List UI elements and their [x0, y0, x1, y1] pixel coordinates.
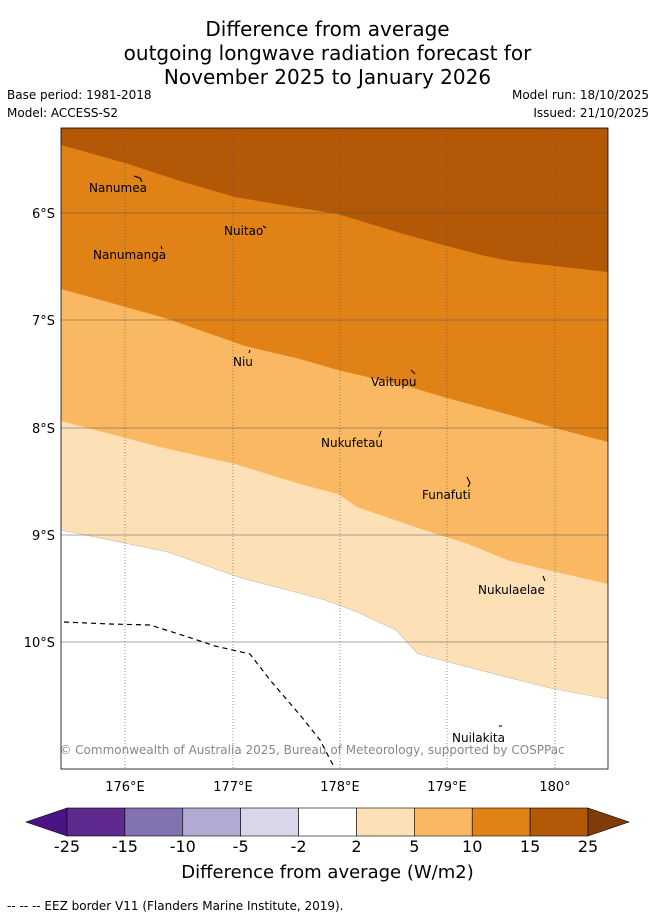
- island-mark-funafuti: [466, 476, 471, 488]
- colorbar-extend-low: [25, 807, 68, 837]
- lat-label-10s: 10°S: [24, 636, 55, 651]
- map-title-line-3: November 2025 to January 2026: [163, 65, 492, 89]
- island-label-funafuti: Funafuti: [422, 488, 471, 502]
- colorbar-bin--25-to--15: [66, 807, 126, 837]
- anomaly-contours: Nanumea Nuitao Nanumanga Niu Vaitupu Nuk…: [59, 128, 608, 769]
- copyright-text: © Commonwealth of Australia 2025, Bureau…: [59, 743, 564, 757]
- eez-legend-text: -- -- -- EEZ border V11 (Flanders Marine…: [7, 899, 344, 913]
- gridlines: [61, 128, 608, 769]
- map-frame: [60, 127, 609, 770]
- colorbar-bin-5-to-10: [414, 807, 473, 837]
- island-label-nanumea: Nanumea: [89, 181, 147, 195]
- island-label-niu: Niu: [233, 355, 253, 369]
- colorbar-extend-high: [587, 807, 630, 837]
- island-mark-nukulaelae: [542, 575, 546, 582]
- colorbar-bin--2-to-2: [298, 807, 357, 837]
- colorbar-tick-label: -15: [111, 837, 138, 856]
- island-mark-vaitupu: [410, 369, 416, 375]
- lon-label-176e: 176°E: [105, 780, 145, 795]
- island-mark-nuitao: [262, 225, 267, 229]
- island-label-nanumanga: Nanumanga: [93, 248, 166, 262]
- colorbar-tick-label: -25: [53, 837, 81, 856]
- island-mark-nanumea: [133, 175, 143, 183]
- island-mark-niu: [248, 349, 251, 354]
- colorbar-bin-15-to-25: [529, 807, 589, 837]
- island-mark-nanumanga: [160, 245, 163, 250]
- island-label-nuilakita: Nuilakita: [452, 731, 505, 745]
- colorbar-tick-label: 25: [577, 837, 599, 856]
- lon-label-180: 180°: [539, 780, 570, 795]
- colorbar-tick-label: 15: [519, 837, 541, 856]
- model-text: Model: ACCESS-S2: [7, 106, 119, 120]
- colorbar-title: Difference from average (W/m2): [181, 862, 474, 883]
- colorbar-tick-label: -10: [169, 837, 196, 856]
- colorbar-tick-label: 5: [409, 837, 420, 856]
- lat-label-9s: 9°S: [32, 529, 55, 544]
- contour-band-15-25: [61, 128, 608, 272]
- colorbar-bin--5-to--2: [240, 807, 299, 837]
- island-label-nuitao: Nuitao: [224, 224, 263, 238]
- issued-text: Issued: 21/10/2025: [533, 106, 649, 120]
- map-title-line-2: outgoing longwave radiation forecast for: [123, 41, 532, 65]
- model-run-text: Model run: 18/10/2025: [511, 88, 649, 102]
- colorbar: [25, 807, 630, 837]
- island-mark-nukufetau: [378, 430, 382, 438]
- colorbar-tick-label: -2: [290, 837, 307, 856]
- base-period-text: Base period: 1981-2018: [7, 88, 152, 102]
- colorbar-tick-label: 2: [351, 837, 362, 856]
- map-title-line-1: Difference from average: [205, 17, 450, 41]
- colorbar-bin--10-to--5: [182, 807, 241, 837]
- lat-label-6s: 6°S: [32, 207, 55, 222]
- colorbar-tick-label: 10: [462, 837, 483, 856]
- lat-label-7s: 7°S: [32, 314, 55, 329]
- colorbar-bin--15-to--10: [124, 807, 184, 837]
- island-label-nukulaelae: Nukulaelae: [478, 583, 545, 597]
- colorbar-bin-2-to-5: [356, 807, 415, 837]
- colorbar-bin-10-to-15: [471, 807, 531, 837]
- lon-label-177e: 177°E: [213, 780, 253, 795]
- lon-label-178e: 178°E: [320, 780, 360, 795]
- lat-label-8s: 8°S: [32, 422, 55, 437]
- colorbar-tick-label: -5: [232, 837, 249, 856]
- lon-label-179e: 179°E: [427, 780, 467, 795]
- eez-border: [63, 621, 335, 768]
- island-label-vaitupu: Vaitupu: [371, 375, 417, 389]
- island-label-nukufetau: Nukufetau: [321, 436, 383, 450]
